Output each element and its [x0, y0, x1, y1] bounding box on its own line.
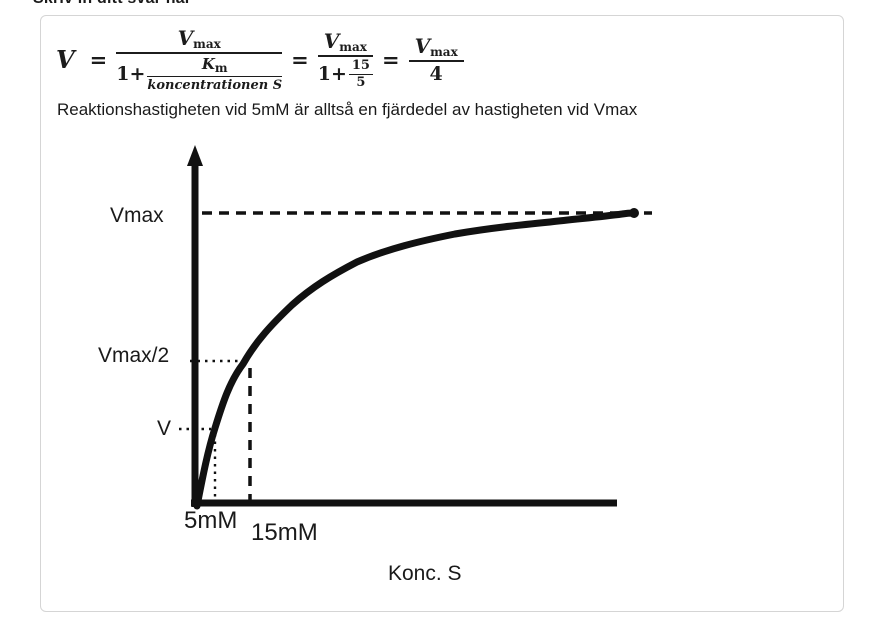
equals-sign: = — [381, 47, 400, 72]
equals-sign: = — [291, 47, 309, 72]
fraction-1-denominator: 1+ Km koncentrationen S — [116, 55, 283, 93]
formula-lhs: V — [56, 45, 75, 74]
y-label-vmax: Vmax — [110, 204, 164, 227]
answer-prompt-heading: Skriv in ditt svar här — [33, 0, 191, 8]
y-label-v: V — [157, 417, 172, 440]
fraction-2-numerator: Vmax — [317, 29, 373, 57]
fraction-3-numerator: Vmax — [408, 34, 464, 62]
x-label-5mm: 5mM — [184, 507, 238, 534]
fraction-2: Vmax 1+ 15 5 — [317, 29, 373, 90]
michaelis-menten-formula: V = Vmax 1+ Km koncentrationen S = Vmax … — [56, 26, 464, 93]
equals-sign: = — [89, 47, 108, 72]
fraction-1: Vmax 1+ Km koncentrationen S — [116, 26, 283, 93]
km-subfraction: Km koncentrationen S — [147, 55, 283, 93]
fraction-2-denominator: 1+ 15 5 — [318, 57, 373, 90]
x-label-15mm: 15mM — [251, 519, 318, 546]
y-label-vmax-half: Vmax/2 — [98, 344, 170, 367]
fraction-3: Vmax 4 — [408, 34, 464, 85]
fraction-3-denominator: 4 — [429, 63, 443, 85]
x-axis-title: Konc. S — [388, 562, 462, 585]
answer-explanation-text: Reaktionshastigheten vid 5mM är alltså e… — [57, 100, 638, 119]
fraction-1-numerator: Vmax — [116, 26, 283, 54]
15-over-5-subfraction: 15 5 — [348, 58, 373, 90]
